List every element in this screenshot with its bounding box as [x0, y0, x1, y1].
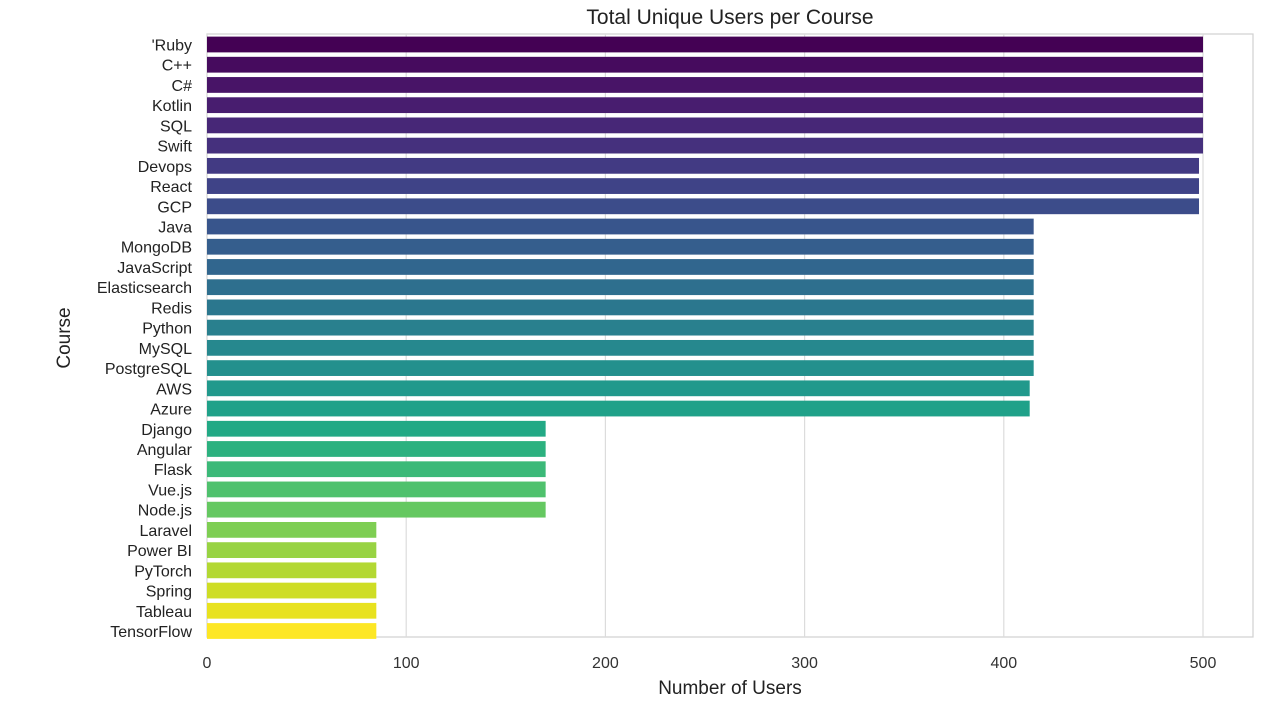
- bar-15: [207, 319, 1034, 336]
- chart-title: Total Unique Users per Course: [586, 6, 873, 29]
- bar-18: [207, 380, 1030, 397]
- y-tick-label: Swift: [157, 139, 192, 156]
- bar-29: [207, 602, 377, 619]
- y-tick-label: Azure: [150, 402, 192, 419]
- bar-21: [207, 441, 546, 457]
- bars: [207, 36, 1203, 639]
- bar-24: [207, 501, 546, 518]
- bar-6: [207, 137, 1203, 154]
- bar-26: [207, 542, 377, 558]
- bar-1: [207, 36, 1203, 53]
- y-tick-label: Tableau: [136, 604, 192, 621]
- bar-20: [207, 420, 546, 437]
- bar-25: [207, 521, 377, 538]
- y-tick-label: Power BI: [127, 543, 192, 560]
- x-tick-labels: 0 100 200 300 400 500: [203, 655, 1217, 672]
- y-tick-label: MongoDB: [121, 240, 192, 257]
- x-tick-label: 500: [1190, 655, 1217, 672]
- y-tick-label: C#: [172, 78, 193, 95]
- y-tick-label: Elasticsearch: [97, 280, 192, 297]
- y-tick-label: Spring: [146, 584, 192, 601]
- y-tick-label: SQL: [160, 118, 192, 135]
- y-tick-label: Java: [158, 220, 192, 237]
- bar-2: [207, 56, 1203, 73]
- x-tick-label: 400: [990, 655, 1017, 672]
- y-tick-label: C++: [162, 58, 192, 75]
- y-tick-label: JavaScript: [117, 260, 192, 277]
- y-tick-label: Angular: [137, 442, 193, 459]
- bar-30: [207, 623, 377, 639]
- y-tick-label: PostgreSQL: [105, 361, 192, 378]
- bar-10: [207, 218, 1034, 235]
- x-axis-label: Number of Users: [658, 678, 802, 699]
- bar-8: [207, 178, 1200, 194]
- bar-19: [207, 400, 1030, 417]
- y-tick-label: PyTorch: [134, 563, 192, 580]
- y-tick-label: TensorFlow: [110, 624, 192, 641]
- x-tick-label: 100: [393, 655, 420, 672]
- x-tick-label: 0: [203, 655, 212, 672]
- bar-12: [207, 259, 1034, 275]
- bar-9: [207, 198, 1200, 215]
- y-tick-label: Python: [142, 321, 192, 338]
- bar-27: [207, 562, 377, 579]
- y-tick-labels: 'Ruby C++ C# Kotlin SQL Swift Devops React GCP Ja…: [97, 38, 193, 642]
- bar-4: [207, 97, 1203, 114]
- bar-13: [207, 279, 1034, 296]
- bar-14: [207, 299, 1034, 316]
- x-tick-label: 300: [791, 655, 818, 672]
- bar-5: [207, 117, 1203, 134]
- y-tick-label: Vue.js: [148, 482, 192, 499]
- bar-17: [207, 360, 1034, 376]
- y-tick-label: React: [150, 179, 192, 196]
- y-tick-label: Node.js: [138, 503, 192, 520]
- bar-28: [207, 582, 377, 599]
- bar-23: [207, 481, 546, 498]
- y-tick-label: GCP: [157, 199, 192, 216]
- y-tick-label: Devops: [138, 159, 192, 176]
- bar-3: [207, 77, 1203, 93]
- y-tick-label: MySQL: [139, 341, 192, 358]
- x-tick-label: 200: [592, 655, 619, 672]
- y-tick-label: AWS: [156, 381, 192, 398]
- y-axis-label: Course: [54, 307, 75, 368]
- bar-16: [207, 339, 1034, 356]
- y-tick-label: Kotlin: [152, 98, 192, 115]
- y-tick-label: Redis: [151, 300, 192, 317]
- bar-11: [207, 238, 1034, 255]
- y-tick-label: 'Ruby: [152, 38, 192, 55]
- y-tick-label: Flask: [154, 462, 193, 479]
- bar-22: [207, 461, 546, 478]
- bar-7: [207, 157, 1200, 174]
- y-tick-label: Django: [141, 422, 192, 439]
- y-tick-label: Laravel: [140, 523, 192, 540]
